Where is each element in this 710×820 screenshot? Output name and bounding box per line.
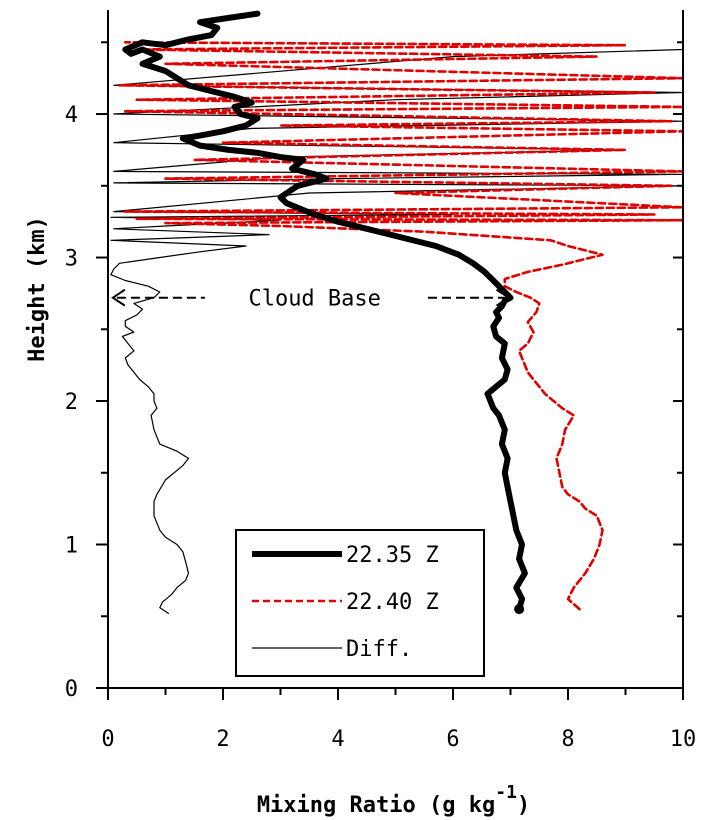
y-tick-label: 2 (65, 390, 78, 415)
x-tick-label: 2 (216, 727, 229, 752)
x-axis-label-sup: -1 (495, 782, 517, 803)
series-line-22-40-z (118, 40, 683, 611)
series-start-dot (514, 604, 525, 615)
x-tick-label: 4 (331, 727, 344, 752)
x-tick-label: 10 (670, 727, 697, 752)
series-line-diff- (110, 48, 683, 615)
legend-label: 22.35 Z (346, 543, 439, 568)
x-tick-label: 0 (101, 727, 114, 752)
legend-label: 22.40 Z (346, 590, 439, 615)
plot-area (110, 10, 683, 615)
cloud-base-arrow-right (495, 288, 511, 307)
y-axis-label: Height (km) (25, 216, 50, 362)
x-axis-label-main: Mixing Ratio (g kg (257, 793, 495, 818)
cloud-base-label: Cloud Base (248, 287, 380, 312)
series-line-22-35-z (122, 10, 528, 613)
x-axis-label-end: ) (517, 793, 530, 818)
y-tick-label: 4 (65, 103, 78, 128)
y-tick-label: 1 (65, 534, 78, 559)
legend: 22.35 Z 22.40 Z Diff. (235, 529, 485, 677)
x-tick-label: 6 (446, 727, 459, 752)
y-tick-label: 0 (65, 677, 78, 702)
y-tick-label: 3 (65, 247, 78, 272)
x-axis-label: Mixing Ratio (g kg-1) (257, 782, 530, 818)
axes: 0 2 4 6 8 10 0 1 2 3 4 Mixing Ratio (g kg-1) Height … (25, 10, 696, 818)
cloud-base-arrow-left (111, 288, 126, 307)
legend-label: Diff. (346, 637, 412, 662)
annotation-layer: Cloud Base (111, 287, 511, 312)
x-tick-label: 8 (561, 727, 574, 752)
